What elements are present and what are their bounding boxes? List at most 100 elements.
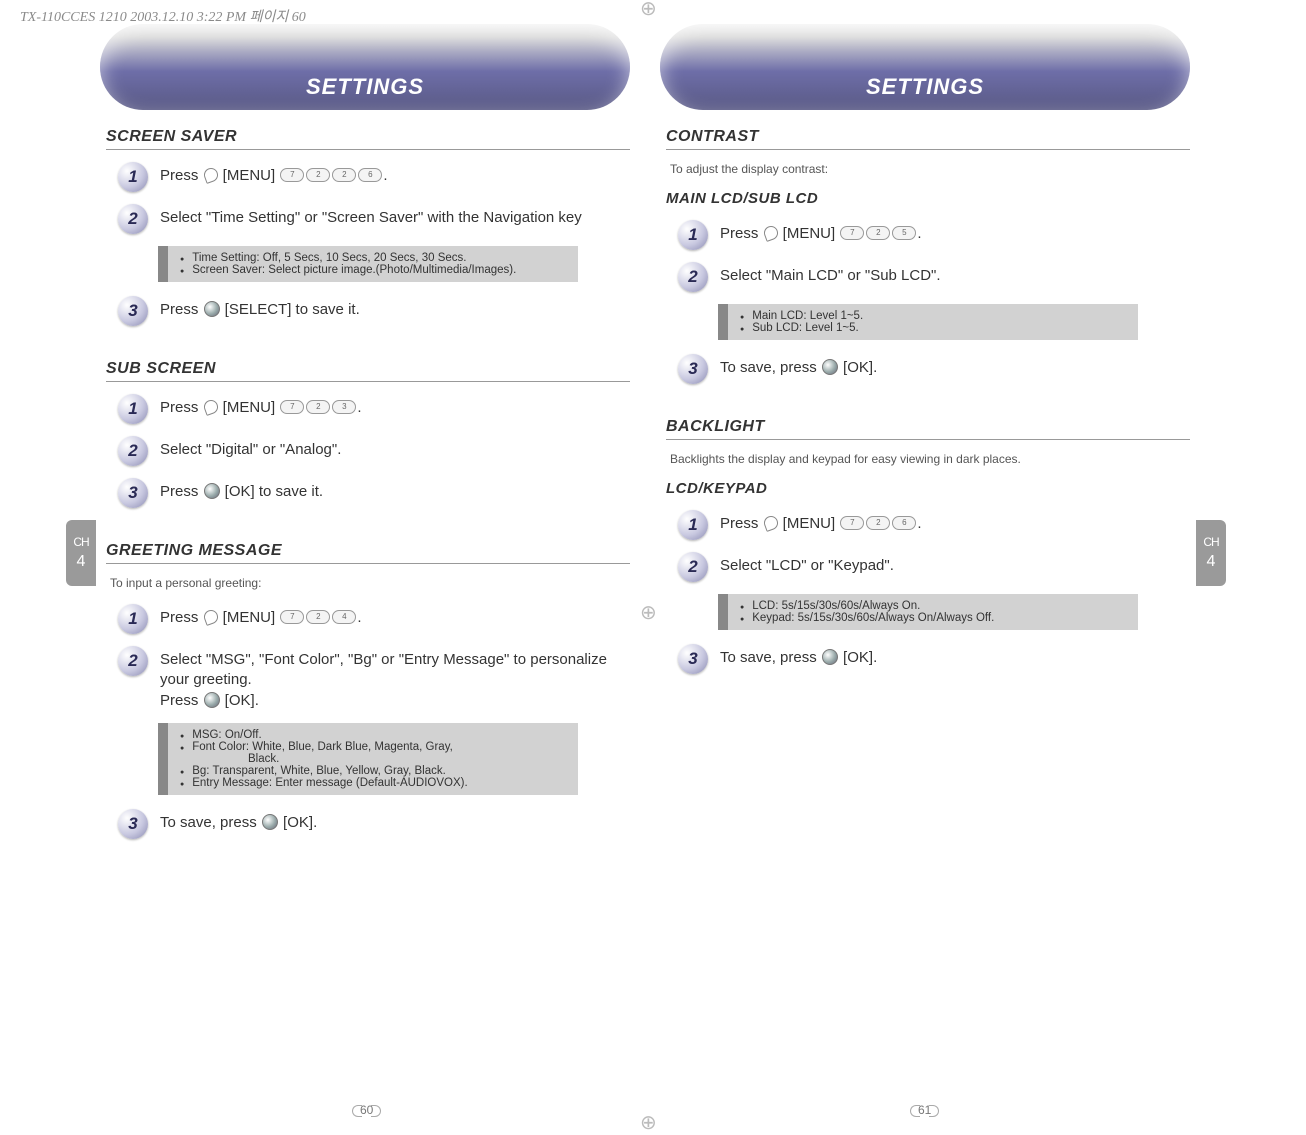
note-line: Sub LCD: Level 1~5. <box>740 322 1126 334</box>
step-number-icon: 3 <box>678 354 708 384</box>
step-text: Select "Time Setting" or "Screen Saver" … <box>160 204 582 228</box>
keypad-key-icon: 3 <box>332 400 356 414</box>
step: 1 Press [MENU] 725. <box>678 220 1190 250</box>
softkey-icon <box>202 608 220 626</box>
step-text: Press [MENU] 726. <box>720 510 922 534</box>
crop-mark-icon: ⊕ <box>640 1110 657 1135</box>
page-number-deco-icon <box>929 1105 939 1117</box>
note-line: Main LCD: Level 1~5. <box>740 310 1126 322</box>
step-text: Press [MENU] 723. <box>160 394 362 418</box>
note-line: Screen Saver: Select picture image.(Phot… <box>180 264 566 276</box>
step-number-icon: 3 <box>118 296 148 326</box>
section-caption: Backlights the display and keypad for ea… <box>670 452 1190 466</box>
step-text: Select "MSG", "Font Color", "Bg" or "Ent… <box>160 646 630 711</box>
step-text: Press [MENU] 7226. <box>160 162 388 186</box>
ok-button-icon <box>204 483 220 499</box>
subsection-title: LCD/KEYPAD <box>666 480 1190 500</box>
section-title-backlight: BACKLIGHT <box>666 418 1190 440</box>
step-number-icon: 2 <box>118 646 148 676</box>
step-number-icon: 1 <box>118 604 148 634</box>
page-left: SETTINGS SCREEN SAVER 1 Press [MENU] 722… <box>100 24 630 851</box>
step-text: Select "Digital" or "Analog". <box>160 436 341 460</box>
chapter-tab-right: CH 4 <box>1196 520 1226 586</box>
step-number-icon: 1 <box>118 162 148 192</box>
softkey-icon <box>762 514 780 532</box>
section-caption: To adjust the display contrast: <box>670 162 1190 176</box>
ok-button-icon <box>204 692 220 708</box>
note-line: Keypad: 5s/15s/30s/60s/Always On/Always … <box>740 612 1126 624</box>
step: 3 To save, press [OK]. <box>118 809 630 839</box>
step-text: To save, press [OK]. <box>160 809 317 833</box>
step: 2 Select "LCD" or "Keypad". <box>678 552 1190 582</box>
keypad-key-icon: 2 <box>866 226 890 240</box>
keypad-key-icon: 2 <box>332 168 356 182</box>
ok-button-icon <box>822 649 838 665</box>
step: 2 Select "Digital" or "Analog". <box>118 436 630 466</box>
keypad-key-icon: 6 <box>358 168 382 182</box>
step-number-icon: 1 <box>678 510 708 540</box>
step: 3 To save, press [OK]. <box>678 644 1190 674</box>
note-line: Black. <box>180 753 566 765</box>
section-title-screen-saver: SCREEN SAVER <box>106 128 630 150</box>
page-number-left: 60 <box>352 1103 381 1117</box>
chapter-label: CH <box>73 535 88 549</box>
step-text: To save, press [OK]. <box>720 644 877 668</box>
step: 1 Press [MENU] 723. <box>118 394 630 424</box>
step: 3 Press [SELECT] to save it. <box>118 296 630 326</box>
banner-title: SETTINGS <box>866 74 984 100</box>
step-number-icon: 3 <box>118 478 148 508</box>
crop-mark-icon: ⊕ <box>640 0 657 21</box>
section-title-sub-screen: SUB SCREEN <box>106 360 630 382</box>
page-number-deco-icon <box>371 1105 381 1117</box>
page-number-right: 61 <box>910 1103 939 1117</box>
step-text: Press [MENU] 725. <box>720 220 922 244</box>
page-banner: SETTINGS <box>660 24 1190 110</box>
chapter-label: CH <box>1203 535 1218 549</box>
step: 2 Select "MSG", "Font Color", "Bg" or "E… <box>118 646 630 711</box>
subsection-title: MAIN LCD/SUB LCD <box>666 190 1190 210</box>
note-line: Font Color: White, Blue, Dark Blue, Mage… <box>180 741 566 753</box>
note-line: Bg: Transparent, White, Blue, Yellow, Gr… <box>180 765 566 777</box>
step-number-icon: 2 <box>118 204 148 234</box>
step-number-icon: 2 <box>118 436 148 466</box>
step: 1 Press [MENU] 726. <box>678 510 1190 540</box>
step: 2 Select "Time Setting" or "Screen Saver… <box>118 204 630 234</box>
keypad-key-icon: 4 <box>332 610 356 624</box>
step-text: Select "Main LCD" or "Sub LCD". <box>720 262 941 286</box>
chapter-number: 4 <box>1207 552 1216 571</box>
chapter-tab-left: CH 4 <box>66 520 96 586</box>
ok-button-icon <box>204 301 220 317</box>
file-stamp: TX-110CCES 1210 2003.12.10 3:22 PM 페이지 6… <box>20 6 306 26</box>
softkey-icon <box>202 166 220 184</box>
keypad-key-icon: 2 <box>306 400 330 414</box>
note-line: LCD: 5s/15s/30s/60s/Always On. <box>740 600 1126 612</box>
note-box: Time Setting: Off, 5 Secs, 10 Secs, 20 S… <box>158 246 578 282</box>
note-line: Entry Message: Enter message (Default-AU… <box>180 777 566 789</box>
section-caption: To input a personal greeting: <box>110 576 630 590</box>
step-number-icon: 2 <box>678 552 708 582</box>
note-line: MSG: On/Off. <box>180 729 566 741</box>
softkey-icon <box>762 224 780 242</box>
keypad-key-icon: 5 <box>892 226 916 240</box>
step-text: Select "LCD" or "Keypad". <box>720 552 894 576</box>
keypad-key-icon: 2 <box>866 516 890 530</box>
keypad-key-icon: 6 <box>892 516 916 530</box>
note-line: Time Setting: Off, 5 Secs, 10 Secs, 20 S… <box>180 252 566 264</box>
step: 3 To save, press [OK]. <box>678 354 1190 384</box>
keypad-key-icon: 2 <box>306 610 330 624</box>
ok-button-icon <box>822 359 838 375</box>
keypad-key-icon: 7 <box>280 168 304 182</box>
step-text: Press [OK] to save it. <box>160 478 323 502</box>
keypad-key-icon: 7 <box>280 610 304 624</box>
banner-title: SETTINGS <box>306 74 424 100</box>
step-number-icon: 3 <box>678 644 708 674</box>
softkey-icon <box>202 398 220 416</box>
step-text: Press [SELECT] to save it. <box>160 296 360 320</box>
step: 1 Press [MENU] 724. <box>118 604 630 634</box>
note-box: LCD: 5s/15s/30s/60s/Always On. Keypad: 5… <box>718 594 1138 630</box>
section-title-contrast: CONTRAST <box>666 128 1190 150</box>
step: 3 Press [OK] to save it. <box>118 478 630 508</box>
step-text: To save, press [OK]. <box>720 354 877 378</box>
note-box: Main LCD: Level 1~5. Sub LCD: Level 1~5. <box>718 304 1138 340</box>
keypad-key-icon: 7 <box>280 400 304 414</box>
